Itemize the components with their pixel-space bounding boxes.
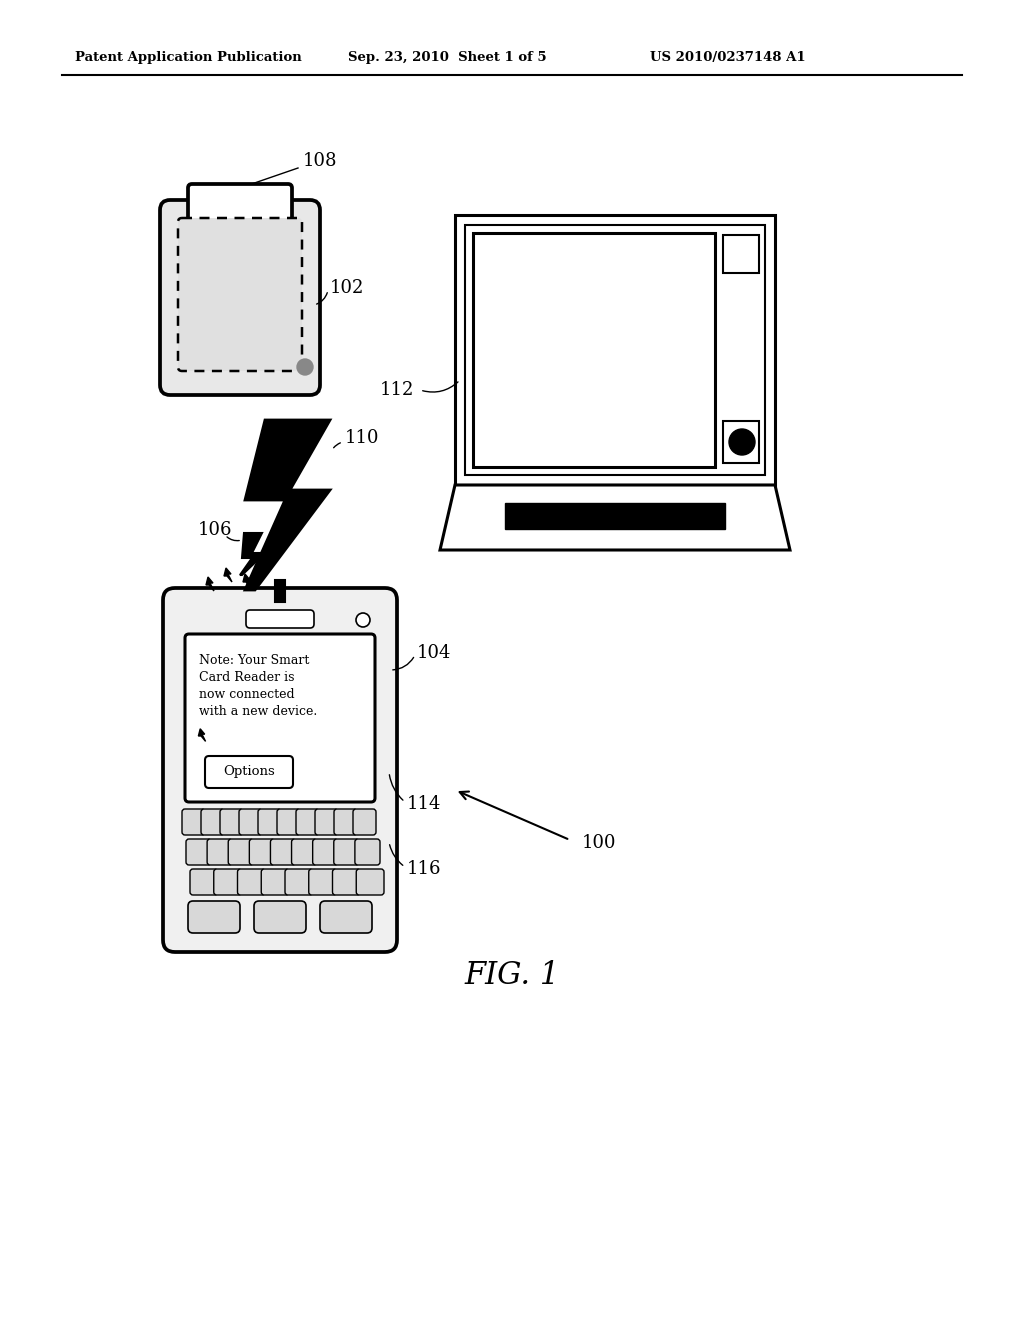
FancyBboxPatch shape — [186, 840, 211, 865]
FancyBboxPatch shape — [249, 840, 274, 865]
Bar — [465, 224, 765, 475]
Bar — [455, 215, 775, 484]
Circle shape — [297, 359, 313, 375]
FancyBboxPatch shape — [214, 869, 242, 895]
Circle shape — [729, 429, 755, 455]
Polygon shape — [199, 729, 206, 742]
Bar — [723, 235, 759, 273]
Bar — [723, 421, 759, 463]
Text: 114: 114 — [407, 795, 441, 813]
Text: 100: 100 — [582, 834, 616, 851]
Text: 110: 110 — [345, 429, 380, 447]
FancyBboxPatch shape — [333, 869, 360, 895]
FancyBboxPatch shape — [220, 809, 243, 836]
FancyBboxPatch shape — [160, 201, 319, 395]
FancyBboxPatch shape — [239, 809, 262, 836]
Text: 112: 112 — [380, 381, 415, 399]
Polygon shape — [240, 533, 265, 576]
FancyBboxPatch shape — [278, 809, 300, 836]
FancyBboxPatch shape — [334, 809, 357, 836]
FancyBboxPatch shape — [261, 869, 289, 895]
FancyBboxPatch shape — [205, 756, 293, 788]
Text: now connected: now connected — [199, 688, 295, 701]
Text: with a new device.: with a new device. — [199, 705, 317, 718]
FancyBboxPatch shape — [334, 840, 358, 865]
Text: 116: 116 — [407, 861, 441, 878]
FancyBboxPatch shape — [228, 840, 253, 865]
FancyBboxPatch shape — [285, 869, 312, 895]
Text: 108: 108 — [303, 152, 338, 170]
Text: 106: 106 — [198, 521, 232, 539]
Bar — [473, 234, 715, 467]
FancyBboxPatch shape — [190, 869, 218, 895]
Text: US 2010/0237148 A1: US 2010/0237148 A1 — [650, 51, 806, 65]
Bar — [505, 503, 725, 529]
FancyBboxPatch shape — [182, 809, 205, 836]
Text: Card Reader is: Card Reader is — [199, 671, 295, 684]
Text: 102: 102 — [330, 279, 365, 297]
Polygon shape — [245, 420, 330, 590]
FancyBboxPatch shape — [238, 869, 265, 895]
Polygon shape — [243, 574, 251, 587]
Circle shape — [356, 612, 370, 627]
Text: Patent Application Publication: Patent Application Publication — [75, 51, 302, 65]
Polygon shape — [440, 484, 790, 550]
FancyBboxPatch shape — [185, 634, 375, 803]
FancyBboxPatch shape — [207, 840, 232, 865]
Text: Note: Your Smart: Note: Your Smart — [199, 653, 309, 667]
FancyBboxPatch shape — [355, 840, 380, 865]
Polygon shape — [206, 577, 214, 591]
FancyBboxPatch shape — [270, 840, 296, 865]
FancyBboxPatch shape — [315, 809, 338, 836]
FancyBboxPatch shape — [356, 869, 384, 895]
Polygon shape — [224, 568, 232, 582]
Text: 104: 104 — [417, 644, 452, 663]
Text: Options: Options — [223, 766, 274, 779]
Text: Sep. 23, 2010  Sheet 1 of 5: Sep. 23, 2010 Sheet 1 of 5 — [348, 51, 547, 65]
FancyBboxPatch shape — [258, 809, 281, 836]
FancyBboxPatch shape — [201, 809, 224, 836]
Bar — [275, 579, 285, 602]
Text: FIG. 1: FIG. 1 — [464, 960, 560, 990]
FancyBboxPatch shape — [254, 902, 306, 933]
FancyBboxPatch shape — [319, 902, 372, 933]
FancyBboxPatch shape — [292, 840, 316, 865]
FancyBboxPatch shape — [188, 902, 240, 933]
FancyBboxPatch shape — [178, 218, 302, 371]
FancyBboxPatch shape — [163, 587, 397, 952]
FancyBboxPatch shape — [246, 610, 314, 628]
FancyBboxPatch shape — [296, 809, 319, 836]
FancyBboxPatch shape — [309, 869, 337, 895]
FancyBboxPatch shape — [188, 183, 292, 224]
FancyBboxPatch shape — [353, 809, 376, 836]
FancyBboxPatch shape — [312, 840, 338, 865]
